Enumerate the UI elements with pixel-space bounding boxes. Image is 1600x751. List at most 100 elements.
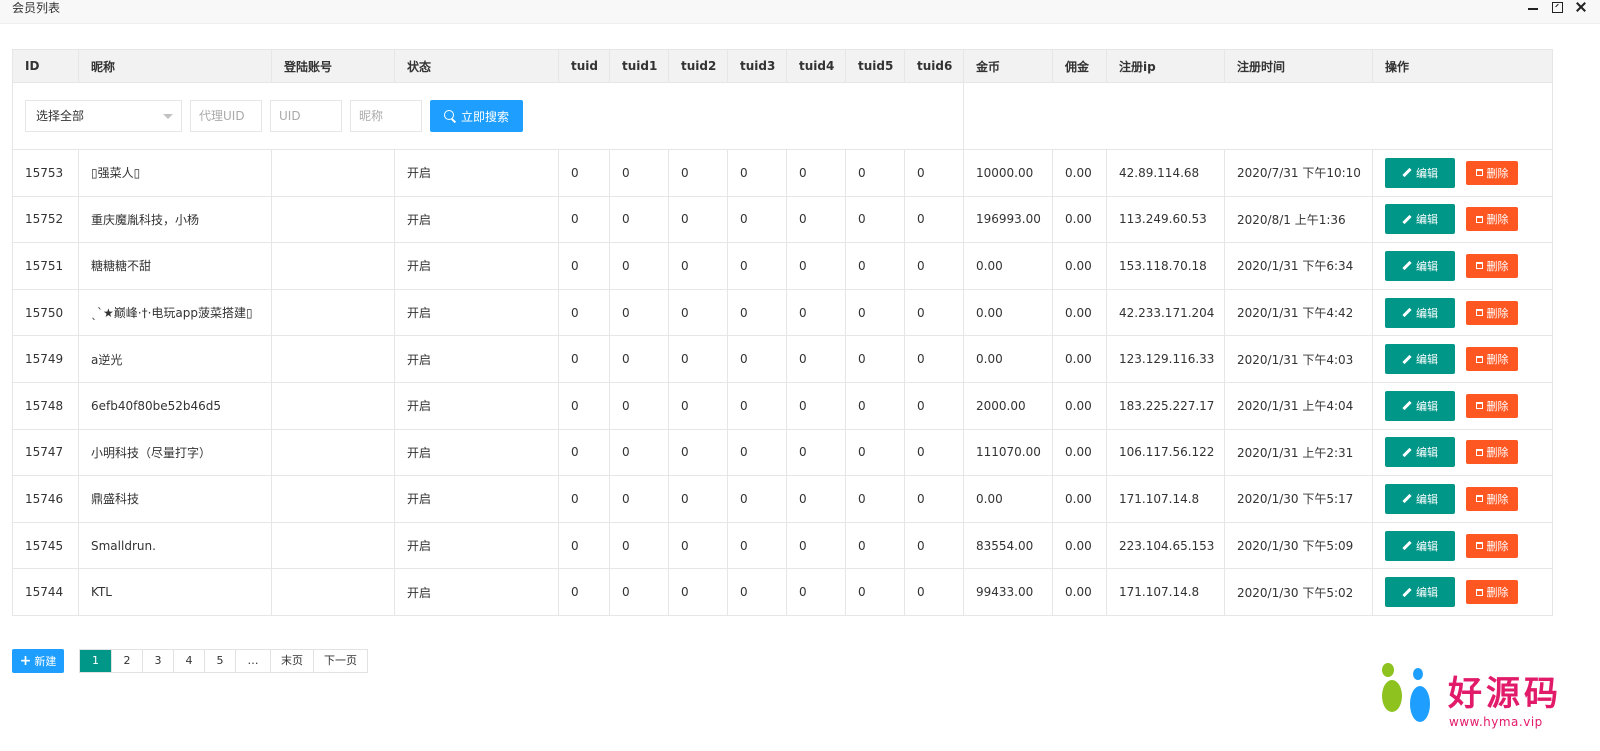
search-icon (443, 110, 456, 122)
edit-button[interactable]: 编辑 (1385, 157, 1455, 188)
maximize-icon[interactable] (1550, 0, 1564, 14)
page-2[interactable]: 2 (111, 650, 142, 672)
edit-button-label: 编辑 (1416, 259, 1438, 273)
cell-coins: 83554.00 (963, 521, 1053, 570)
col-tuid: tuid (558, 49, 610, 83)
cell-tuid2: 0 (668, 149, 728, 197)
edit-button[interactable]: 编辑 (1385, 530, 1455, 561)
cell-register-ip: 123.129.116.33 (1106, 335, 1225, 383)
window-title: 会员列表 (12, 1, 61, 15)
col-register-time: 注册时间 (1224, 49, 1373, 83)
edit-button[interactable]: 编辑 (1385, 250, 1455, 281)
delete-button[interactable]: 删除 (1466, 440, 1518, 465)
row-actions: 编辑 删除 (1385, 437, 1540, 468)
page-5[interactable]: 5 (204, 650, 235, 672)
delete-button[interactable]: 删除 (1466, 253, 1518, 278)
col-id: ID (12, 49, 79, 83)
cell-tuid1: 0 (609, 195, 669, 244)
page-1[interactable]: 1 (80, 650, 111, 672)
cell-tuid4: 0 (786, 195, 846, 244)
cell-tuid6: 0 (904, 288, 964, 337)
delete-button-label: 删除 (1486, 539, 1509, 553)
cell-tuid3: 0 (727, 381, 787, 430)
cell-tuid1: 0 (609, 242, 669, 290)
delete-button[interactable]: 删除 (1466, 160, 1518, 185)
cell-commission: 0.00 (1052, 149, 1107, 197)
cell-register-time: 2020/1/31 上午4:04 (1224, 381, 1373, 430)
status-select[interactable]: 选择全部 (25, 100, 182, 132)
agent-uid-input[interactable] (190, 100, 262, 132)
delete-button[interactable]: 删除 (1466, 300, 1518, 325)
edit-button[interactable]: 编辑 (1385, 390, 1455, 421)
table-row: 15750 ˎˋ★巅峰·†·电玩app菠菜搭建▯ 开启 0 0 0 0 0 0 0 0.00 0.00… (12, 288, 1553, 337)
minimize-icon[interactable] (1526, 0, 1540, 14)
cell-tuid3: 0 (727, 335, 787, 383)
cell-tuid1: 0 (609, 475, 669, 523)
edit-button[interactable]: 编辑 (1385, 577, 1455, 608)
cell-tuid2: 0 (668, 288, 728, 337)
cell-coins: 0.00 (963, 288, 1053, 337)
pencil-icon (1402, 494, 1412, 504)
edit-button[interactable]: 编辑 (1385, 204, 1455, 235)
cell-tuid5: 0 (845, 381, 905, 430)
cell-actions: 编辑 删除 (1372, 288, 1553, 337)
next-page-button[interactable]: 下一页 (313, 650, 367, 672)
edit-button[interactable]: 编辑 (1385, 344, 1455, 375)
cell-status: 开启 (394, 242, 559, 290)
cell-actions: 编辑 删除 (1372, 568, 1553, 616)
cell-nickname: 6efb40f80be52b46d5 (78, 381, 272, 430)
row-actions: 编辑 删除 (1385, 530, 1540, 561)
table-row: 15745 Smalldrun. 开启 0 0 0 0 0 0 0 83554.00 0.00 223.… (12, 521, 1553, 570)
edit-button-label: 编辑 (1416, 446, 1438, 460)
delete-button-label: 删除 (1486, 259, 1509, 273)
edit-button[interactable]: 编辑 (1385, 437, 1455, 468)
edit-button[interactable]: 编辑 (1385, 297, 1455, 328)
cell-tuid1: 0 (609, 521, 669, 570)
cell-tuid4: 0 (786, 568, 846, 616)
search-button-label: 立即搜索 (460, 109, 509, 124)
cell-tuid4: 0 (786, 475, 846, 523)
delete-button[interactable]: 删除 (1466, 347, 1518, 372)
col-tuid4: tuid4 (786, 49, 846, 83)
cell-tuid6: 0 (904, 521, 964, 570)
cell-register-ip: 113.249.60.53 (1106, 195, 1225, 244)
uid-input[interactable] (270, 100, 342, 132)
cell-tuid2: 0 (668, 568, 728, 616)
last-page-button[interactable]: 末页 (270, 650, 313, 672)
col-tuid2: tuid2 (668, 49, 728, 83)
edit-button[interactable]: 编辑 (1385, 483, 1455, 514)
page-4[interactable]: 4 (173, 650, 204, 672)
new-button[interactable]: + 新建 (12, 649, 64, 673)
table-row: 15753 ▯强菜人▯ 开启 0 0 0 0 0 0 0 10000.00 0.00 42.89.114… (12, 149, 1553, 197)
cell-id: 15748 (12, 381, 79, 430)
cell-id: 15746 (12, 475, 79, 523)
search-button[interactable]: 立即搜索 (430, 100, 523, 132)
delete-button[interactable]: 删除 (1466, 533, 1518, 558)
cell-register-ip: 42.233.171.204 (1106, 288, 1225, 337)
delete-button[interactable]: 删除 (1466, 393, 1518, 418)
cell-tuid6: 0 (904, 149, 964, 197)
cell-nickname: Smalldrun. (78, 521, 272, 570)
cell-tuid2: 0 (668, 475, 728, 523)
cell-nickname: KTL (78, 568, 272, 616)
pencil-icon (1402, 307, 1412, 318)
edit-button-label: 编辑 (1416, 586, 1438, 600)
delete-button[interactable]: 删除 (1466, 207, 1518, 232)
delete-button[interactable]: 删除 (1466, 486, 1518, 511)
page-3[interactable]: 3 (142, 650, 173, 672)
nickname-input[interactable] (350, 100, 422, 132)
cell-tuid3: 0 (727, 195, 787, 244)
cell-tuid5: 0 (845, 288, 905, 337)
filter-bar: 选择全部 立即搜索 (25, 100, 951, 132)
delete-button[interactable]: 删除 (1466, 580, 1518, 605)
cell-id: 15751 (12, 242, 79, 290)
filter-cell: 选择全部 立即搜索 (12, 82, 964, 150)
cell-register-ip: 106.117.56.122 (1106, 428, 1225, 477)
pencil-icon (1402, 587, 1412, 597)
cell-commission: 0.00 (1052, 242, 1107, 290)
cell-tuid: 0 (558, 335, 610, 383)
cell-commission: 0.00 (1052, 195, 1107, 244)
cell-register-ip: 183.225.227.17 (1106, 381, 1225, 430)
close-icon[interactable] (1574, 0, 1588, 14)
cell-tuid4: 0 (786, 288, 846, 337)
